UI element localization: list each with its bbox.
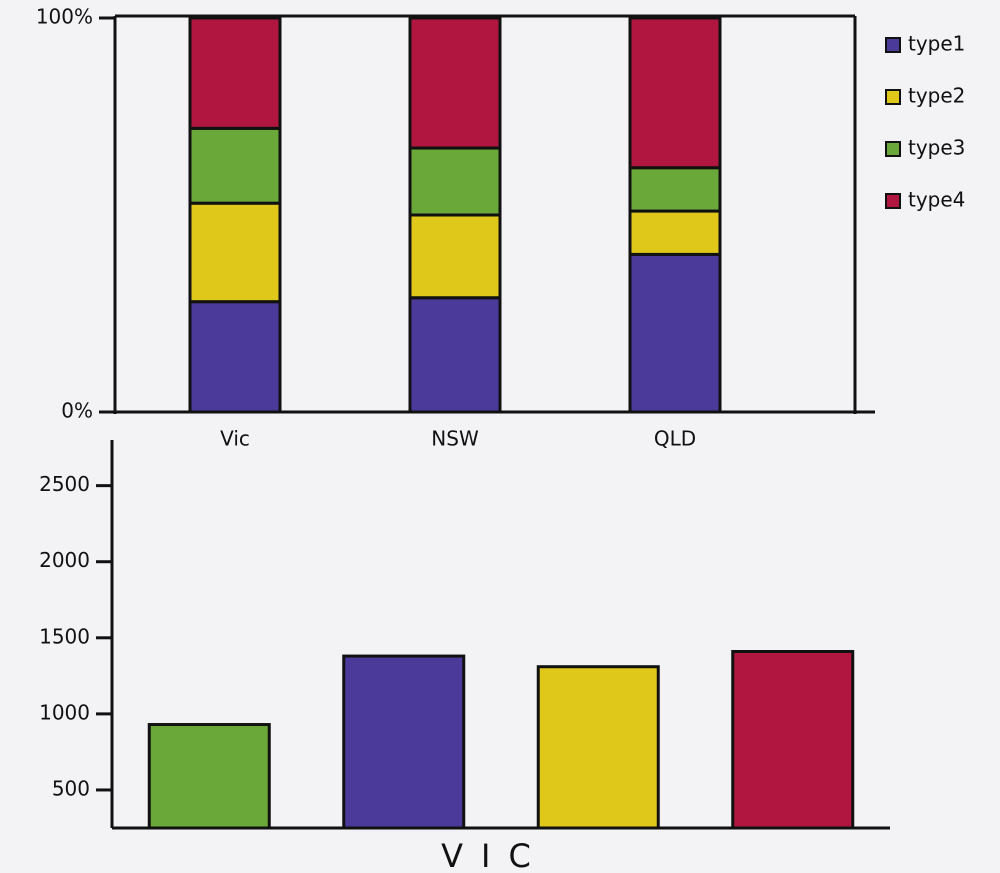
bar-segment: [408, 16, 502, 150]
bar-segment: [188, 201, 282, 304]
bar-segment: [188, 16, 282, 130]
y-tick-label: 0%: [61, 399, 93, 423]
bar: [147, 723, 271, 830]
legend-label: type2: [908, 84, 965, 108]
bar-segment: [628, 209, 722, 256]
legend-label: type3: [908, 136, 965, 160]
y-tick-label: 1000: [39, 700, 90, 724]
y-tick-label: 1500: [39, 624, 90, 648]
bar: [536, 665, 660, 830]
bar-segment: [188, 300, 282, 414]
legend-label: type1: [908, 32, 965, 56]
legend-swatch: [885, 193, 901, 209]
bar: [342, 654, 466, 830]
legend-swatch: [885, 141, 901, 157]
x-tick-label: Vic: [220, 427, 250, 451]
legend-swatch: [885, 37, 901, 53]
x-axis-label: VIC: [441, 837, 549, 873]
legend-swatch: [885, 89, 901, 105]
bar-segment: [408, 146, 502, 217]
bar-segment: [628, 252, 722, 414]
y-tick-label: 100%: [36, 5, 93, 29]
y-tick-label: 500: [52, 776, 90, 800]
y-tick-label: 2500: [39, 472, 90, 496]
bar-segment: [628, 166, 722, 213]
bar-segment: [188, 126, 282, 205]
bar-segment: [408, 213, 502, 300]
x-tick-label: NSW: [431, 427, 479, 451]
x-tick-label: QLD: [654, 427, 696, 451]
bar: [731, 649, 855, 830]
legend-label: type4: [908, 188, 965, 212]
y-tick-label: 2000: [39, 548, 90, 572]
bar-segment: [628, 16, 722, 170]
bar-segment: [408, 296, 502, 414]
